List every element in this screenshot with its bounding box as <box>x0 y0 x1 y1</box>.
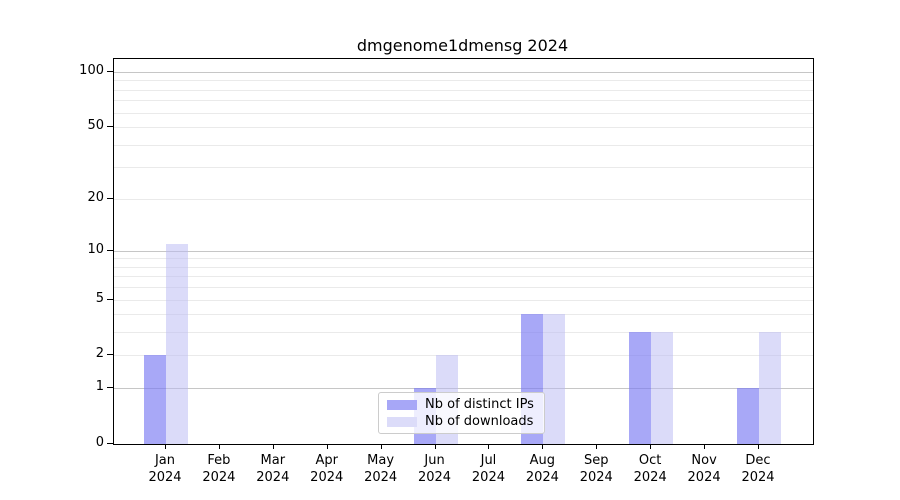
legend-entry-distinct-ips: Nb of distinct IPs <box>387 397 534 412</box>
bar-distinct-ips-dec <box>736 388 759 444</box>
legend-label-downloads: Nb of downloads <box>425 414 534 429</box>
x-tick <box>704 444 706 449</box>
x-tick-label: Jan 2024 <box>148 453 182 485</box>
minor-gridline <box>114 332 813 334</box>
bar-downloads-oct <box>651 332 674 444</box>
minor-gridline <box>114 355 813 357</box>
x-tick-label: Jun 2024 <box>417 453 452 485</box>
bars-layer <box>114 59 813 444</box>
y-tick <box>107 126 113 128</box>
x-tick <box>218 444 220 449</box>
x-tick-label: Jul 2024 <box>471 453 505 485</box>
minor-gridline <box>114 276 813 278</box>
legend: Nb of distinct IPs Nb of downloads <box>378 392 545 434</box>
minor-gridline <box>114 299 813 301</box>
minor-gridline <box>114 112 813 114</box>
x-tick-label: Oct 2024 <box>633 453 667 485</box>
major-gridline <box>114 250 813 252</box>
y-tick-label: 2 <box>95 346 104 362</box>
chart-title: dmgenome1dmensg 2024 <box>356 36 569 55</box>
x-tick-label: May 2024 <box>364 453 398 485</box>
bar-downloads-aug <box>543 314 566 444</box>
x-tick <box>272 444 274 449</box>
minor-gridline <box>114 80 813 82</box>
plot-area <box>113 58 814 445</box>
x-tick <box>380 444 382 449</box>
minor-gridline <box>114 287 813 289</box>
minor-gridline <box>114 314 813 316</box>
minor-gridline <box>114 258 813 260</box>
minor-gridline <box>114 198 813 200</box>
y-tick <box>107 443 113 444</box>
x-tick <box>757 444 759 449</box>
major-gridline <box>114 388 813 390</box>
x-tick-label: Aug 2024 <box>525 453 559 485</box>
x-tick-label: Nov 2024 <box>687 453 721 485</box>
x-tick <box>650 444 652 449</box>
x-tick <box>165 444 166 449</box>
bar-downloads-dec <box>758 332 781 444</box>
y-tick-label: 1 <box>95 379 104 395</box>
x-tick-label: Dec 2024 <box>741 453 775 485</box>
minor-gridline <box>114 127 813 129</box>
major-gridline <box>114 72 813 73</box>
legend-entry-downloads: Nb of downloads <box>387 414 534 429</box>
legend-swatch-downloads-icon <box>387 417 417 427</box>
x-tick <box>434 444 436 449</box>
minor-gridline <box>114 144 813 146</box>
y-tick-label: 0 <box>95 435 104 450</box>
y-tick <box>107 197 113 199</box>
y-tick-label: 20 <box>87 189 104 205</box>
x-tick-label: Feb 2024 <box>202 453 236 485</box>
y-tick-label: 100 <box>79 63 104 78</box>
y-tick <box>107 71 113 72</box>
minor-gridline <box>114 89 813 91</box>
y-tick <box>107 249 113 251</box>
y-tick-label: 50 <box>87 118 104 134</box>
x-tick <box>542 444 544 449</box>
x-tick <box>488 444 490 449</box>
x-tick-label: Mar 2024 <box>256 453 290 485</box>
bar-downloads-jan <box>166 243 188 444</box>
minor-gridline <box>114 167 813 169</box>
x-tick-label: Sep 2024 <box>579 453 613 485</box>
legend-swatch-distinct-ips-icon <box>387 400 417 410</box>
y-tick-label: 10 <box>87 241 104 257</box>
x-tick <box>326 444 328 449</box>
y-tick-label: 5 <box>95 290 104 306</box>
y-tick <box>107 387 113 389</box>
bar-distinct-ips-oct <box>629 332 652 444</box>
x-tick <box>596 444 598 449</box>
gridlines-layer <box>114 59 813 444</box>
legend-label-distinct-ips: Nb of distinct IPs <box>425 397 534 412</box>
x-tick-label: Apr 2024 <box>310 453 344 485</box>
minor-gridline <box>114 100 813 102</box>
minor-gridline <box>114 266 813 268</box>
y-tick <box>107 354 113 356</box>
bar-distinct-ips-jan <box>144 355 166 444</box>
y-tick <box>107 298 113 300</box>
